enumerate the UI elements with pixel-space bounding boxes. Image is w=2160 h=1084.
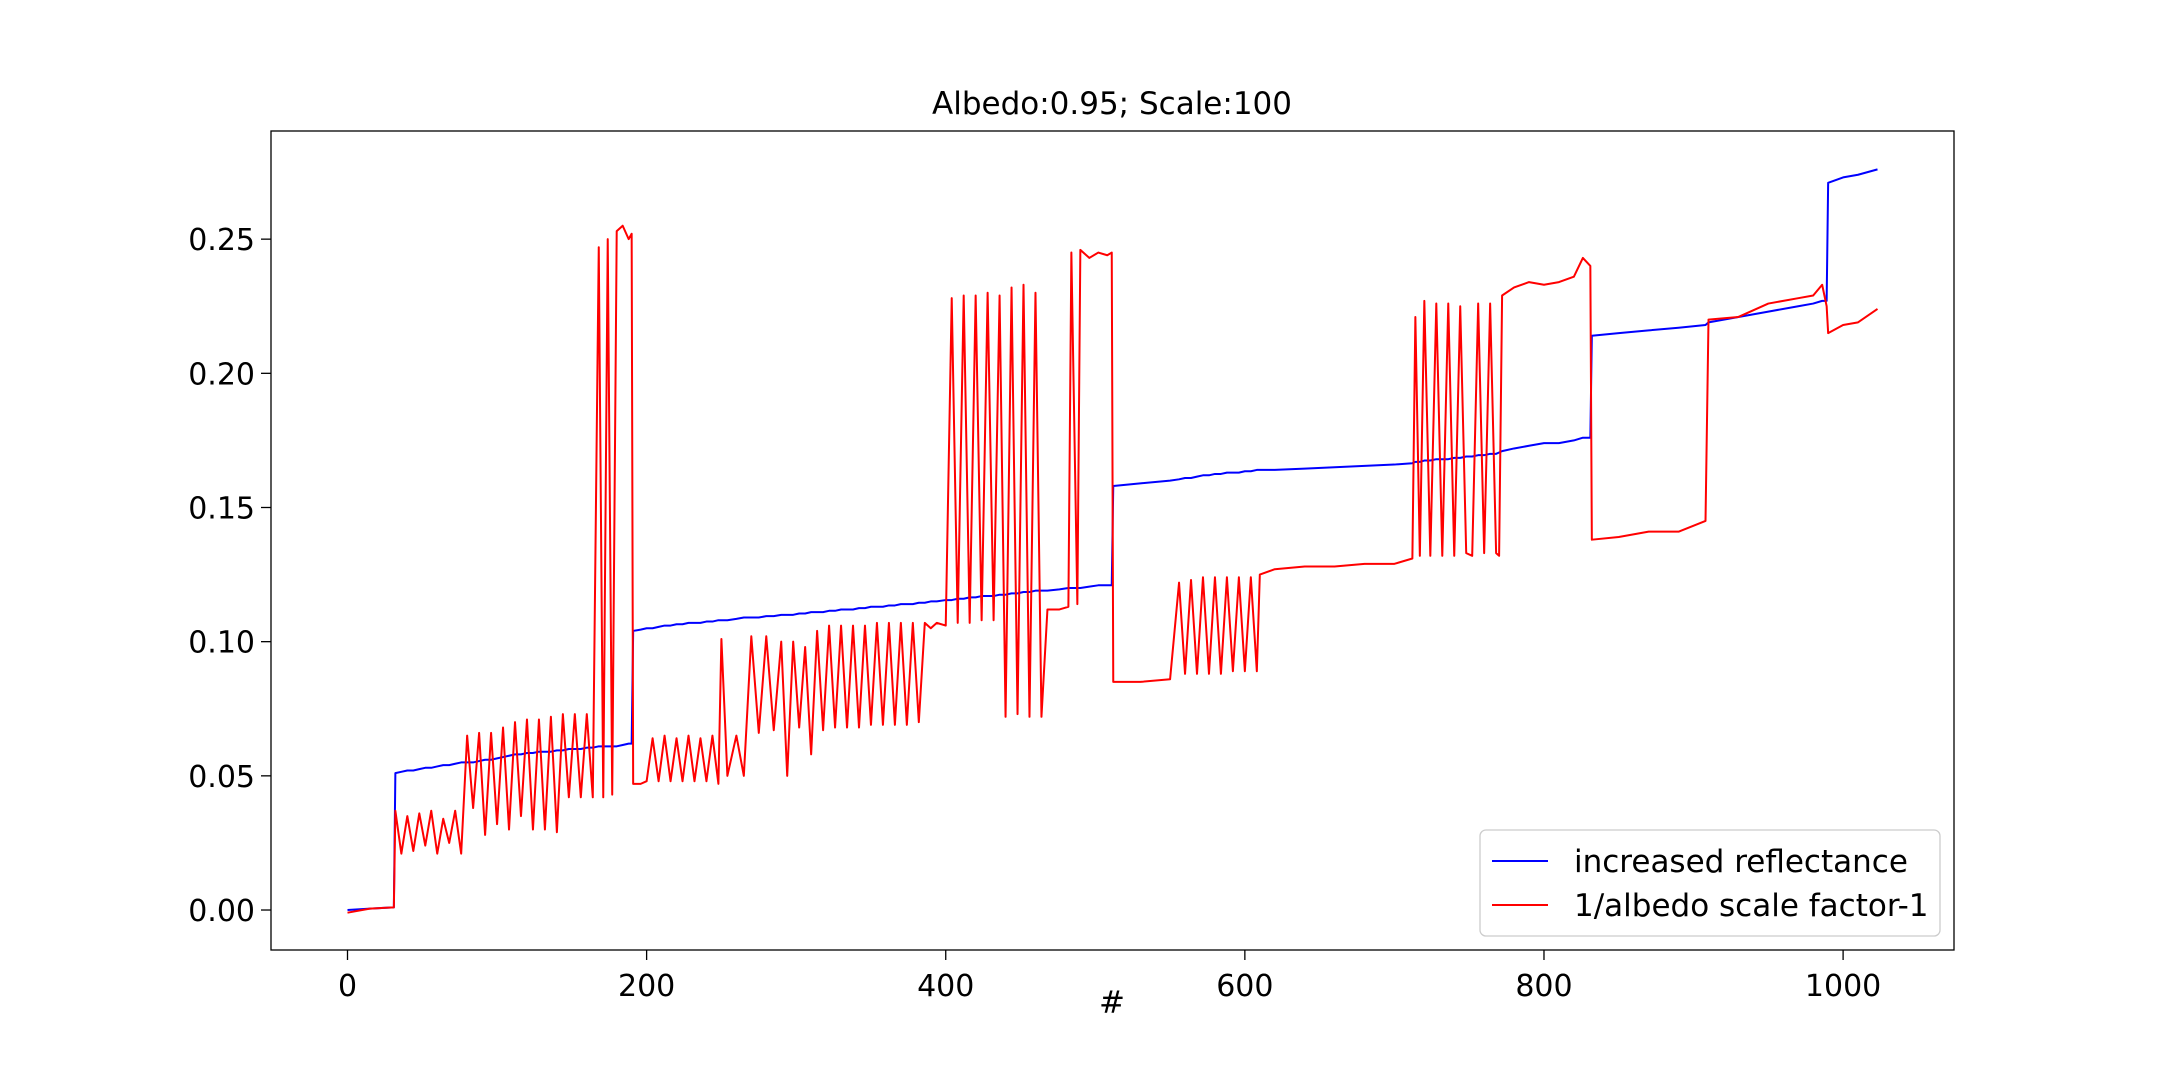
y-tick-label: 0.05 bbox=[188, 760, 255, 795]
x-tick-label: 400 bbox=[917, 969, 974, 1004]
y-tick-label: 0.25 bbox=[188, 223, 255, 258]
y-tick-label: 0.10 bbox=[188, 626, 255, 661]
y-tick-label: 0.20 bbox=[188, 357, 255, 392]
y-tick-label: 0.00 bbox=[188, 894, 255, 929]
data-line bbox=[347, 224, 1879, 914]
plot-frame bbox=[270, 130, 1955, 951]
x-axis-label: # bbox=[1099, 985, 1125, 1021]
legend-box bbox=[1479, 829, 1941, 937]
y-tick-label: 0.15 bbox=[188, 491, 255, 526]
x-tick-label: 1000 bbox=[1805, 969, 1881, 1004]
x-tick-label: 200 bbox=[618, 969, 675, 1004]
legend-label: increased reflectance bbox=[1574, 844, 1908, 880]
x-tick-label: 800 bbox=[1515, 969, 1572, 1004]
legend-label: 1/albedo scale factor-1 bbox=[1574, 888, 1929, 924]
chart-title: Albedo:0.95; Scale:100 bbox=[932, 86, 1292, 122]
x-tick-label: 600 bbox=[1216, 969, 1273, 1004]
x-tick-label: 0 bbox=[338, 969, 357, 1004]
